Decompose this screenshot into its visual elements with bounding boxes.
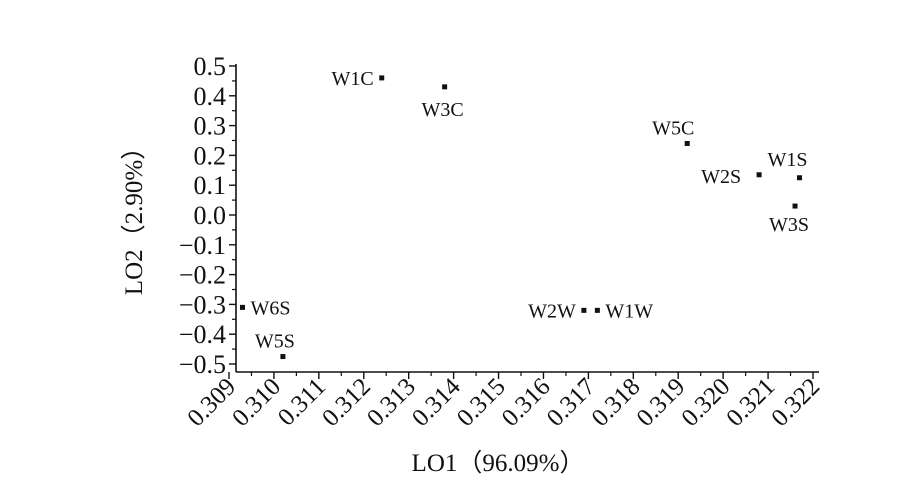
point-label-w5c: W5C (652, 117, 694, 139)
x-tick-label: 0.321 (721, 373, 780, 432)
y-tick-label: −0.1 (179, 231, 226, 260)
x-tick-label: 0.316 (497, 373, 556, 432)
y-tick-label: 0.2 (194, 141, 227, 170)
x-tick-label: 0.313 (362, 373, 421, 432)
point-w2s (756, 172, 762, 178)
y-tick-label: −0.2 (179, 261, 226, 290)
point-label-w2s: W2S (701, 166, 741, 188)
data-points: W1C W3C W5C W2S W1S W3S W2W W1W W6S W5S (239, 68, 809, 360)
y-tick-label: 0.5 (194, 52, 227, 81)
y-ticks: 0.50.40.30.20.10.0−0.1−0.2−0.3−0.4−0.5 (179, 52, 236, 379)
point-label-w6s: W6S (250, 297, 290, 319)
point-label-w3s: W3S (769, 214, 809, 236)
x-axis-title: LO1（96.09%） (412, 449, 585, 477)
point-w5s (280, 354, 286, 360)
point-label-w1c: W1C (332, 68, 374, 90)
x-tick-label: 0.315 (452, 373, 511, 432)
point-label-w3c: W3C (422, 99, 464, 121)
point-label-w1w: W1W (605, 300, 653, 322)
x-tick-label: 0.319 (632, 373, 691, 432)
y-axis-title: LO2（2.90%） (120, 135, 148, 295)
point-w2w (581, 307, 587, 313)
y-tick-label: −0.4 (179, 320, 226, 349)
point-w3c (442, 84, 448, 90)
x-tick-label: 0.318 (587, 373, 646, 432)
point-w1c (379, 75, 385, 81)
x-tick-label: 0.309 (182, 373, 241, 432)
point-w3s (792, 203, 798, 209)
x-tick-label: 0.320 (677, 373, 736, 432)
y-tick-label: 0.4 (194, 82, 227, 111)
x-tick-label: 0.314 (407, 373, 466, 432)
point-label-w2w: W2W (528, 300, 576, 322)
x-tick-label: 0.317 (542, 373, 601, 432)
x-tick-label: 0.310 (227, 373, 286, 432)
y-tick-label: 0.0 (194, 201, 227, 230)
y-tick-label: −0.5 (179, 350, 226, 379)
y-tick-label: 0.3 (194, 112, 227, 141)
x-tick-label: 0.312 (317, 373, 376, 432)
point-label-w5s: W5S (255, 331, 295, 353)
point-w5c (684, 140, 690, 146)
y-tick-label: −0.3 (179, 290, 226, 319)
point-w1w (594, 307, 600, 313)
x-tick-label: 0.322 (766, 373, 825, 432)
x-ticks: 0.3090.3100.3110.3120.3130.3140.3150.316… (182, 372, 825, 432)
x-tick-label: 0.311 (273, 373, 331, 431)
point-w1s (797, 175, 803, 181)
point-label-w1s: W1S (768, 149, 808, 171)
point-w6s (239, 304, 245, 310)
y-tick-label: 0.1 (194, 171, 227, 200)
axes (235, 64, 819, 373)
